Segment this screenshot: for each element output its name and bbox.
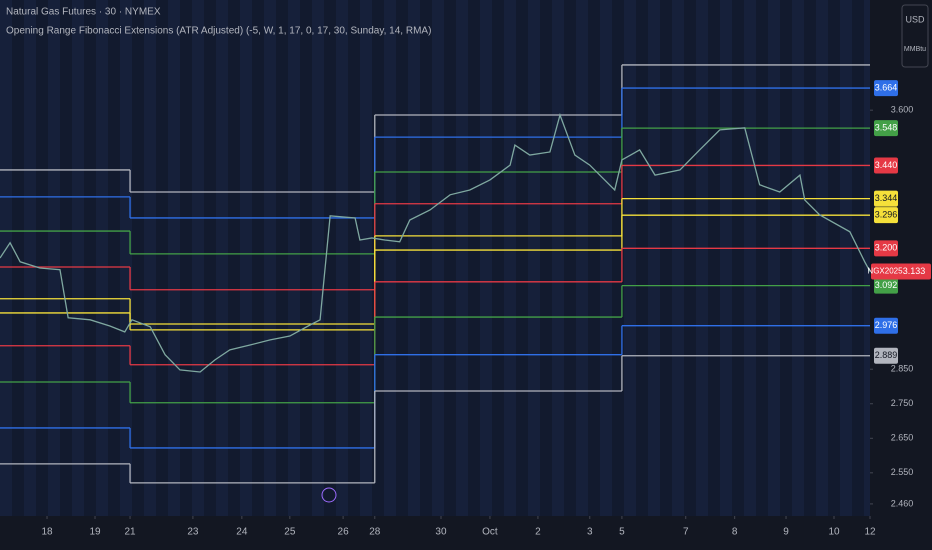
price-marker xyxy=(874,190,898,207)
x-tick-label: 21 xyxy=(124,527,136,538)
price-marker xyxy=(874,120,898,137)
y-tick-label: 3.600 xyxy=(891,105,914,115)
price-marker xyxy=(874,157,898,174)
price-marker-label: 3.344 xyxy=(875,193,898,203)
x-tick-label: 23 xyxy=(187,527,199,538)
price-marker xyxy=(874,317,898,334)
x-tick-label: 10 xyxy=(828,527,840,538)
x-tick-label: 28 xyxy=(369,527,381,538)
last-price-label: 3.133 xyxy=(903,266,926,276)
indicator-title: Opening Range Fibonacci Extensions (ATR … xyxy=(6,26,431,37)
time-axis-area xyxy=(0,516,932,550)
price-marker xyxy=(874,277,898,294)
price-marker-label: 3.440 xyxy=(875,160,898,170)
x-tick-label: 5 xyxy=(619,527,625,538)
unit[interactable]: MMBtu xyxy=(904,46,926,53)
currency[interactable]: USD xyxy=(905,14,925,24)
price-marker-label: 3.296 xyxy=(875,210,898,220)
price-marker-label: 3.664 xyxy=(875,82,898,92)
price-marker-label: 3.548 xyxy=(875,123,898,133)
price-marker xyxy=(874,207,898,224)
x-tick-label: 9 xyxy=(783,527,789,538)
x-tick-label: 19 xyxy=(89,527,101,538)
x-tick-label: 8 xyxy=(732,527,738,538)
unit-box[interactable] xyxy=(901,4,929,68)
last-price-marker xyxy=(871,263,931,280)
price-marker xyxy=(874,80,898,97)
x-tick-label: 26 xyxy=(338,527,350,538)
y-tick-label: 2.850 xyxy=(891,364,914,374)
x-tick-label: 2 xyxy=(535,527,541,538)
event-icon[interactable] xyxy=(321,487,337,503)
x-tick-label: 3 xyxy=(587,527,593,538)
x-tick-label: 18 xyxy=(41,527,53,538)
y-tick-label: 2.550 xyxy=(891,467,914,477)
x-tick-label: Oct xyxy=(482,527,498,538)
y-tick-label: 2.750 xyxy=(891,398,914,408)
price-marker xyxy=(874,347,898,364)
price-marker-label: 2.889 xyxy=(875,350,898,360)
x-tick-label: 7 xyxy=(683,527,689,538)
x-tick-label: 25 xyxy=(284,527,296,538)
x-tick-label: 24 xyxy=(236,527,248,538)
y-tick-label: 2.650 xyxy=(891,433,914,443)
x-tick-label: 12 xyxy=(864,527,876,538)
price-marker-label: 2.976 xyxy=(875,320,898,330)
price-marker-label: 3.200 xyxy=(875,243,898,253)
price-line xyxy=(0,112,871,373)
chart-title: Natural Gas Futures · 30 · NYMEX xyxy=(6,7,161,18)
x-tick-label: 30 xyxy=(435,527,447,538)
last-price-symbol: NGX2025 xyxy=(867,267,903,276)
session-background xyxy=(0,0,870,516)
y-tick-label: 2.460 xyxy=(891,498,914,508)
price-marker xyxy=(874,240,898,257)
price-marker-label: 3.092 xyxy=(875,280,898,290)
